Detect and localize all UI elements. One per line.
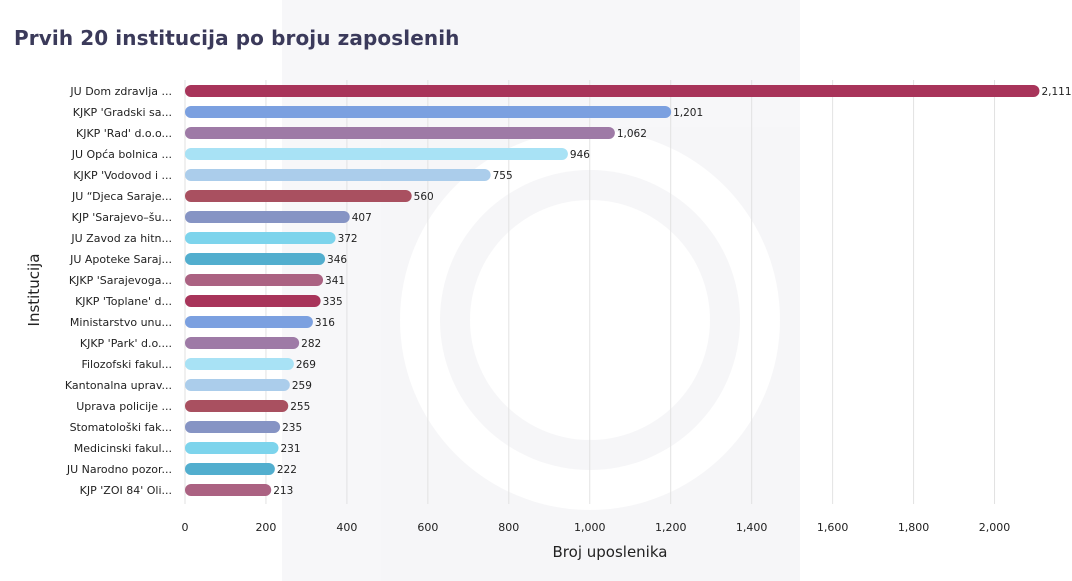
bar-value-label: 407 <box>352 212 372 224</box>
category-label: KJKP 'Sarajevoga... <box>69 274 172 287</box>
category-label: Uprava policije ... <box>76 400 172 413</box>
x-tick-label: 0 <box>182 521 189 534</box>
bar[interactable] <box>185 295 321 307</box>
bars: 2,111 1,201 1,062 946 755 560 407 372 346 341 335 3… <box>185 85 1072 497</box>
bar-value-label: 341 <box>325 275 345 287</box>
category-label: KJP 'Sarajevo–šu... <box>72 211 172 224</box>
category-label: JU “Djeca Saraje... <box>71 190 172 203</box>
category-label: Kantonalna uprav... <box>65 379 172 392</box>
category-label: JU Apoteke Saraj... <box>69 253 172 266</box>
category-labels: JU Dom zdravlja ... KJKP 'Gradski sa... KJ… <box>65 85 172 497</box>
category-label: KJKP 'Gradski sa... <box>73 106 172 119</box>
x-tick-label: 1,200 <box>655 521 687 534</box>
bar[interactable] <box>185 379 290 391</box>
category-label: Stomatološki fak... <box>70 421 172 434</box>
bar-value-label: 255 <box>290 401 310 413</box>
bar-value-label: 946 <box>570 149 590 161</box>
category-label: JU Opća bolnica ... <box>71 148 172 161</box>
bar[interactable] <box>185 106 672 118</box>
x-tick-label: 1,600 <box>817 521 849 534</box>
bar-value-label: 231 <box>281 443 301 455</box>
category-label: JU Zavod za hitn... <box>70 232 172 245</box>
x-tick-label: 400 <box>336 521 357 534</box>
bar-value-label: 335 <box>323 296 343 308</box>
bar[interactable] <box>185 127 615 139</box>
y-axis-title: Institucija <box>25 254 43 327</box>
bar-value-label: 282 <box>301 338 321 350</box>
category-label: KJKP 'Rad' d.o.o... <box>76 127 172 140</box>
bar[interactable] <box>185 85 1040 97</box>
bar-value-label: 259 <box>292 380 312 392</box>
bar-value-label: 269 <box>296 359 316 371</box>
category-label: Medicinski fakul... <box>74 442 172 455</box>
x-tick-label: 1,000 <box>574 521 606 534</box>
x-tick-label: 1,800 <box>898 521 930 534</box>
bar[interactable] <box>185 190 412 202</box>
category-label: JU Narodno pozor... <box>66 463 172 476</box>
bar-value-label: 2,111 <box>1041 86 1071 98</box>
bar-value-label: 213 <box>273 485 293 497</box>
bar-value-label: 316 <box>315 317 335 329</box>
bar[interactable] <box>185 337 300 349</box>
x-tick-label: 600 <box>417 521 438 534</box>
bar[interactable] <box>185 442 279 454</box>
bar[interactable] <box>185 316 313 328</box>
x-tick-label: 2,000 <box>979 521 1011 534</box>
bar[interactable] <box>185 463 275 475</box>
bar-value-label: 235 <box>282 422 302 434</box>
bar-value-label: 1,062 <box>617 128 647 140</box>
bar-value-label: 372 <box>338 233 358 245</box>
chart-title: Prvih 20 institucija po broju zaposlenih <box>14 26 460 50</box>
bar[interactable] <box>185 169 491 181</box>
bar-value-label: 1,201 <box>673 107 703 119</box>
category-label: JU Dom zdravlja ... <box>69 85 172 98</box>
category-label: Filozofski fakul... <box>81 358 172 371</box>
x-axis-ticks: 0 200 400 600 800 1,000 1,200 1,400 1,600 1,800 2,… <box>182 521 1011 534</box>
x-tick-label: 1,400 <box>736 521 768 534</box>
bar[interactable] <box>185 211 350 223</box>
bar[interactable] <box>185 484 272 496</box>
bar-value-label: 755 <box>493 170 513 182</box>
bar[interactable] <box>185 232 336 244</box>
x-axis-title: Broj uposlenika <box>553 543 668 561</box>
x-tick-label: 800 <box>498 521 519 534</box>
bar[interactable] <box>185 400 289 412</box>
bar-value-label: 560 <box>414 191 434 203</box>
category-label: KJKP 'Vodovod i ... <box>73 169 172 182</box>
category-label: KJKP 'Park' d.o.... <box>80 337 172 350</box>
bar-value-label: 222 <box>277 464 297 476</box>
category-label: KJKP 'Toplane' d... <box>75 295 172 308</box>
category-label: Ministarstvo unu... <box>70 316 172 329</box>
bar-value-label: 346 <box>327 254 347 266</box>
bar[interactable] <box>185 148 568 160</box>
category-label: KJP 'ZOI 84' Oli... <box>80 484 172 497</box>
gridlines <box>184 80 996 504</box>
bar[interactable] <box>185 421 281 433</box>
bar[interactable] <box>185 274 324 286</box>
bar[interactable] <box>185 358 294 370</box>
bar[interactable] <box>185 253 326 265</box>
x-tick-label: 200 <box>255 521 276 534</box>
